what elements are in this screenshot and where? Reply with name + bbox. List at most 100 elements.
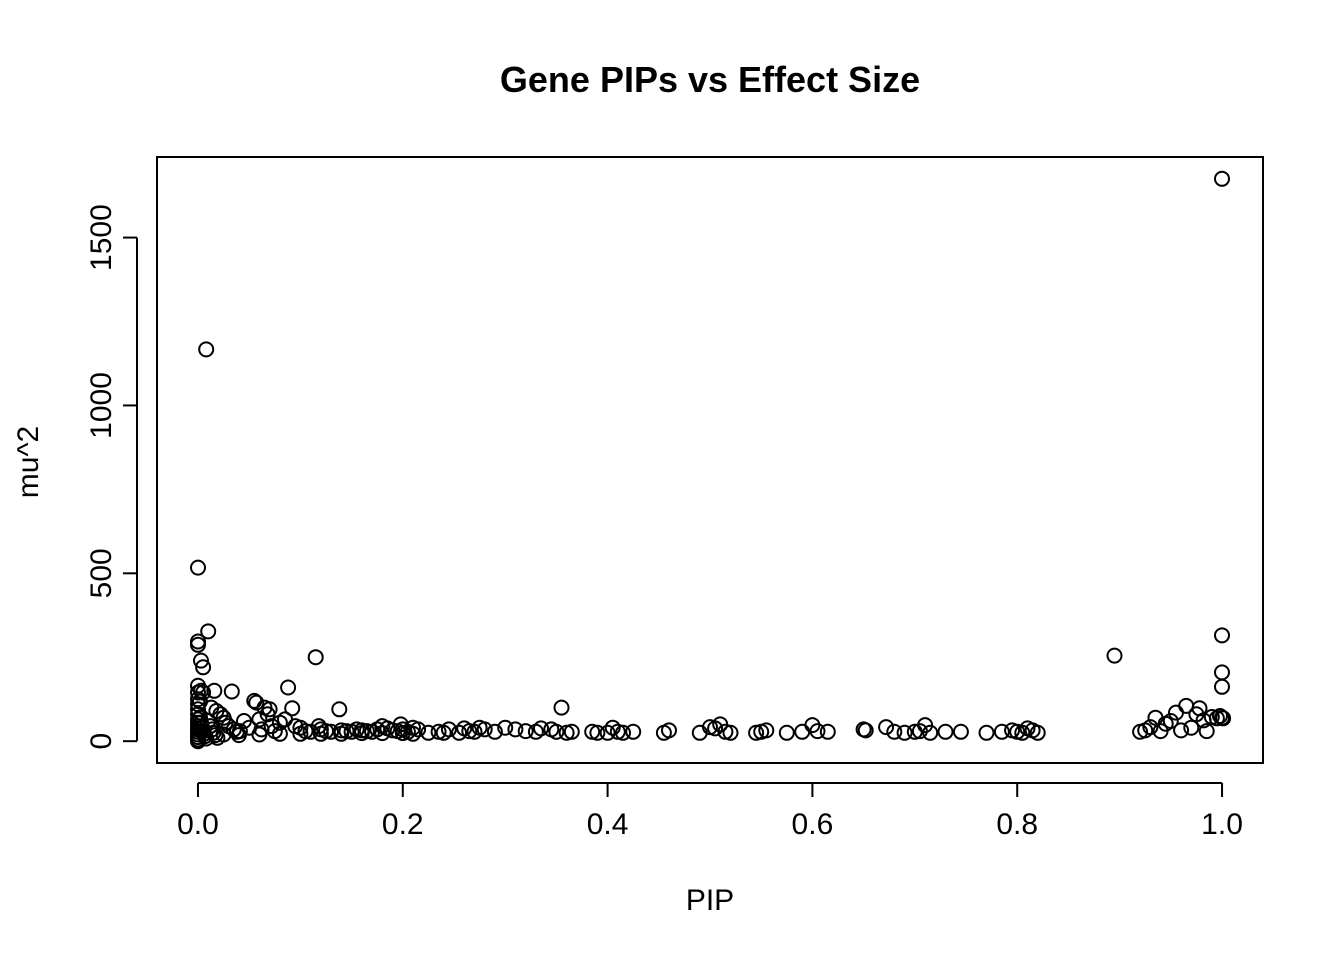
x-tick-label: 0.0 [177, 808, 219, 841]
data-point [292, 725, 309, 742]
data-point [420, 724, 437, 741]
data-point [215, 726, 232, 743]
data-point [1214, 627, 1230, 644]
data-point [819, 723, 836, 740]
y-tick-label: 1000 [85, 372, 118, 439]
data-point [857, 722, 874, 739]
data-point [206, 682, 223, 699]
data-point [661, 722, 677, 739]
data-point [195, 659, 212, 676]
data-point [486, 723, 503, 740]
data-point [374, 725, 391, 742]
data-point [190, 691, 206, 708]
data-point [599, 724, 616, 741]
data-point [284, 700, 301, 717]
data-point [1212, 708, 1228, 724]
data-point [548, 723, 565, 740]
data-point [331, 701, 348, 718]
data-point [952, 723, 969, 740]
data-point [461, 723, 478, 740]
data-point [922, 724, 939, 741]
data-point [707, 720, 724, 737]
data-point [312, 725, 329, 742]
data-point [251, 726, 268, 743]
data-point [261, 701, 278, 718]
y-axis-label: mu^2 [12, 426, 45, 498]
data-point [1162, 713, 1179, 729]
data-point [563, 723, 580, 740]
data-point [1198, 723, 1215, 740]
data-point [190, 636, 206, 653]
data-point [333, 725, 350, 742]
data-point [198, 341, 215, 358]
data-point [993, 723, 1010, 740]
data-point [625, 723, 642, 740]
x-axis-label: PIP [686, 884, 734, 917]
x-tick-label: 0.6 [792, 808, 834, 841]
data-point [533, 720, 549, 737]
data-point [896, 724, 913, 741]
data-point [589, 724, 606, 741]
data-point [615, 724, 631, 741]
data-point [394, 725, 411, 742]
data-point [1215, 710, 1232, 727]
data-point [193, 652, 209, 669]
data-point [223, 683, 240, 700]
data-point [1208, 710, 1225, 727]
data-point [886, 723, 903, 740]
data-point [553, 699, 570, 716]
data-point [207, 727, 224, 744]
data-point [230, 727, 247, 744]
data-point [190, 633, 206, 650]
data-points [190, 170, 1232, 750]
data-point [722, 724, 739, 741]
data-point [937, 723, 954, 740]
data-point [451, 724, 468, 741]
data-point [1106, 647, 1123, 664]
data-point [410, 721, 427, 738]
data-point [1142, 719, 1159, 736]
data-point [1214, 664, 1230, 681]
y-tick-label: 0 [85, 733, 118, 750]
data-point [978, 724, 995, 741]
data-point [476, 721, 493, 738]
data-point [758, 722, 775, 739]
y-axis: 0 500 1000 1500 [85, 204, 138, 750]
x-tick-label: 0.8 [996, 808, 1038, 841]
data-point [302, 723, 319, 740]
data-point [517, 723, 534, 740]
plot-area-frame [156, 156, 1264, 764]
data-point [212, 706, 229, 723]
chart-title: Gene PIPs vs Effect Size [500, 59, 920, 100]
data-point [1214, 170, 1230, 187]
data-point [248, 694, 265, 711]
data-point [1014, 724, 1031, 741]
data-point [323, 723, 340, 740]
data-point [280, 679, 297, 696]
data-point [507, 721, 524, 738]
data-point [1214, 678, 1230, 695]
data-point [205, 724, 222, 741]
data-point [271, 725, 288, 742]
data-point [497, 719, 514, 736]
x-tick-label: 0.2 [382, 808, 424, 841]
data-point [353, 725, 370, 742]
data-point [200, 623, 217, 640]
x-tick-label: 0.4 [587, 808, 629, 841]
data-point [190, 559, 206, 576]
data-point [1183, 719, 1200, 736]
y-tick-label: 1500 [85, 204, 118, 271]
data-point [809, 723, 826, 740]
data-point [794, 723, 811, 740]
data-point [878, 719, 895, 736]
data-point [405, 725, 421, 742]
y-tick-label: 500 [85, 548, 118, 598]
data-point [466, 723, 483, 740]
data-point [440, 721, 457, 738]
data-point [778, 724, 795, 741]
data-point [1029, 724, 1046, 741]
data-point [1173, 722, 1190, 739]
x-axis: 0.0 0.2 0.4 0.6 0.8 1.0 [177, 782, 1243, 841]
data-point [307, 649, 324, 666]
